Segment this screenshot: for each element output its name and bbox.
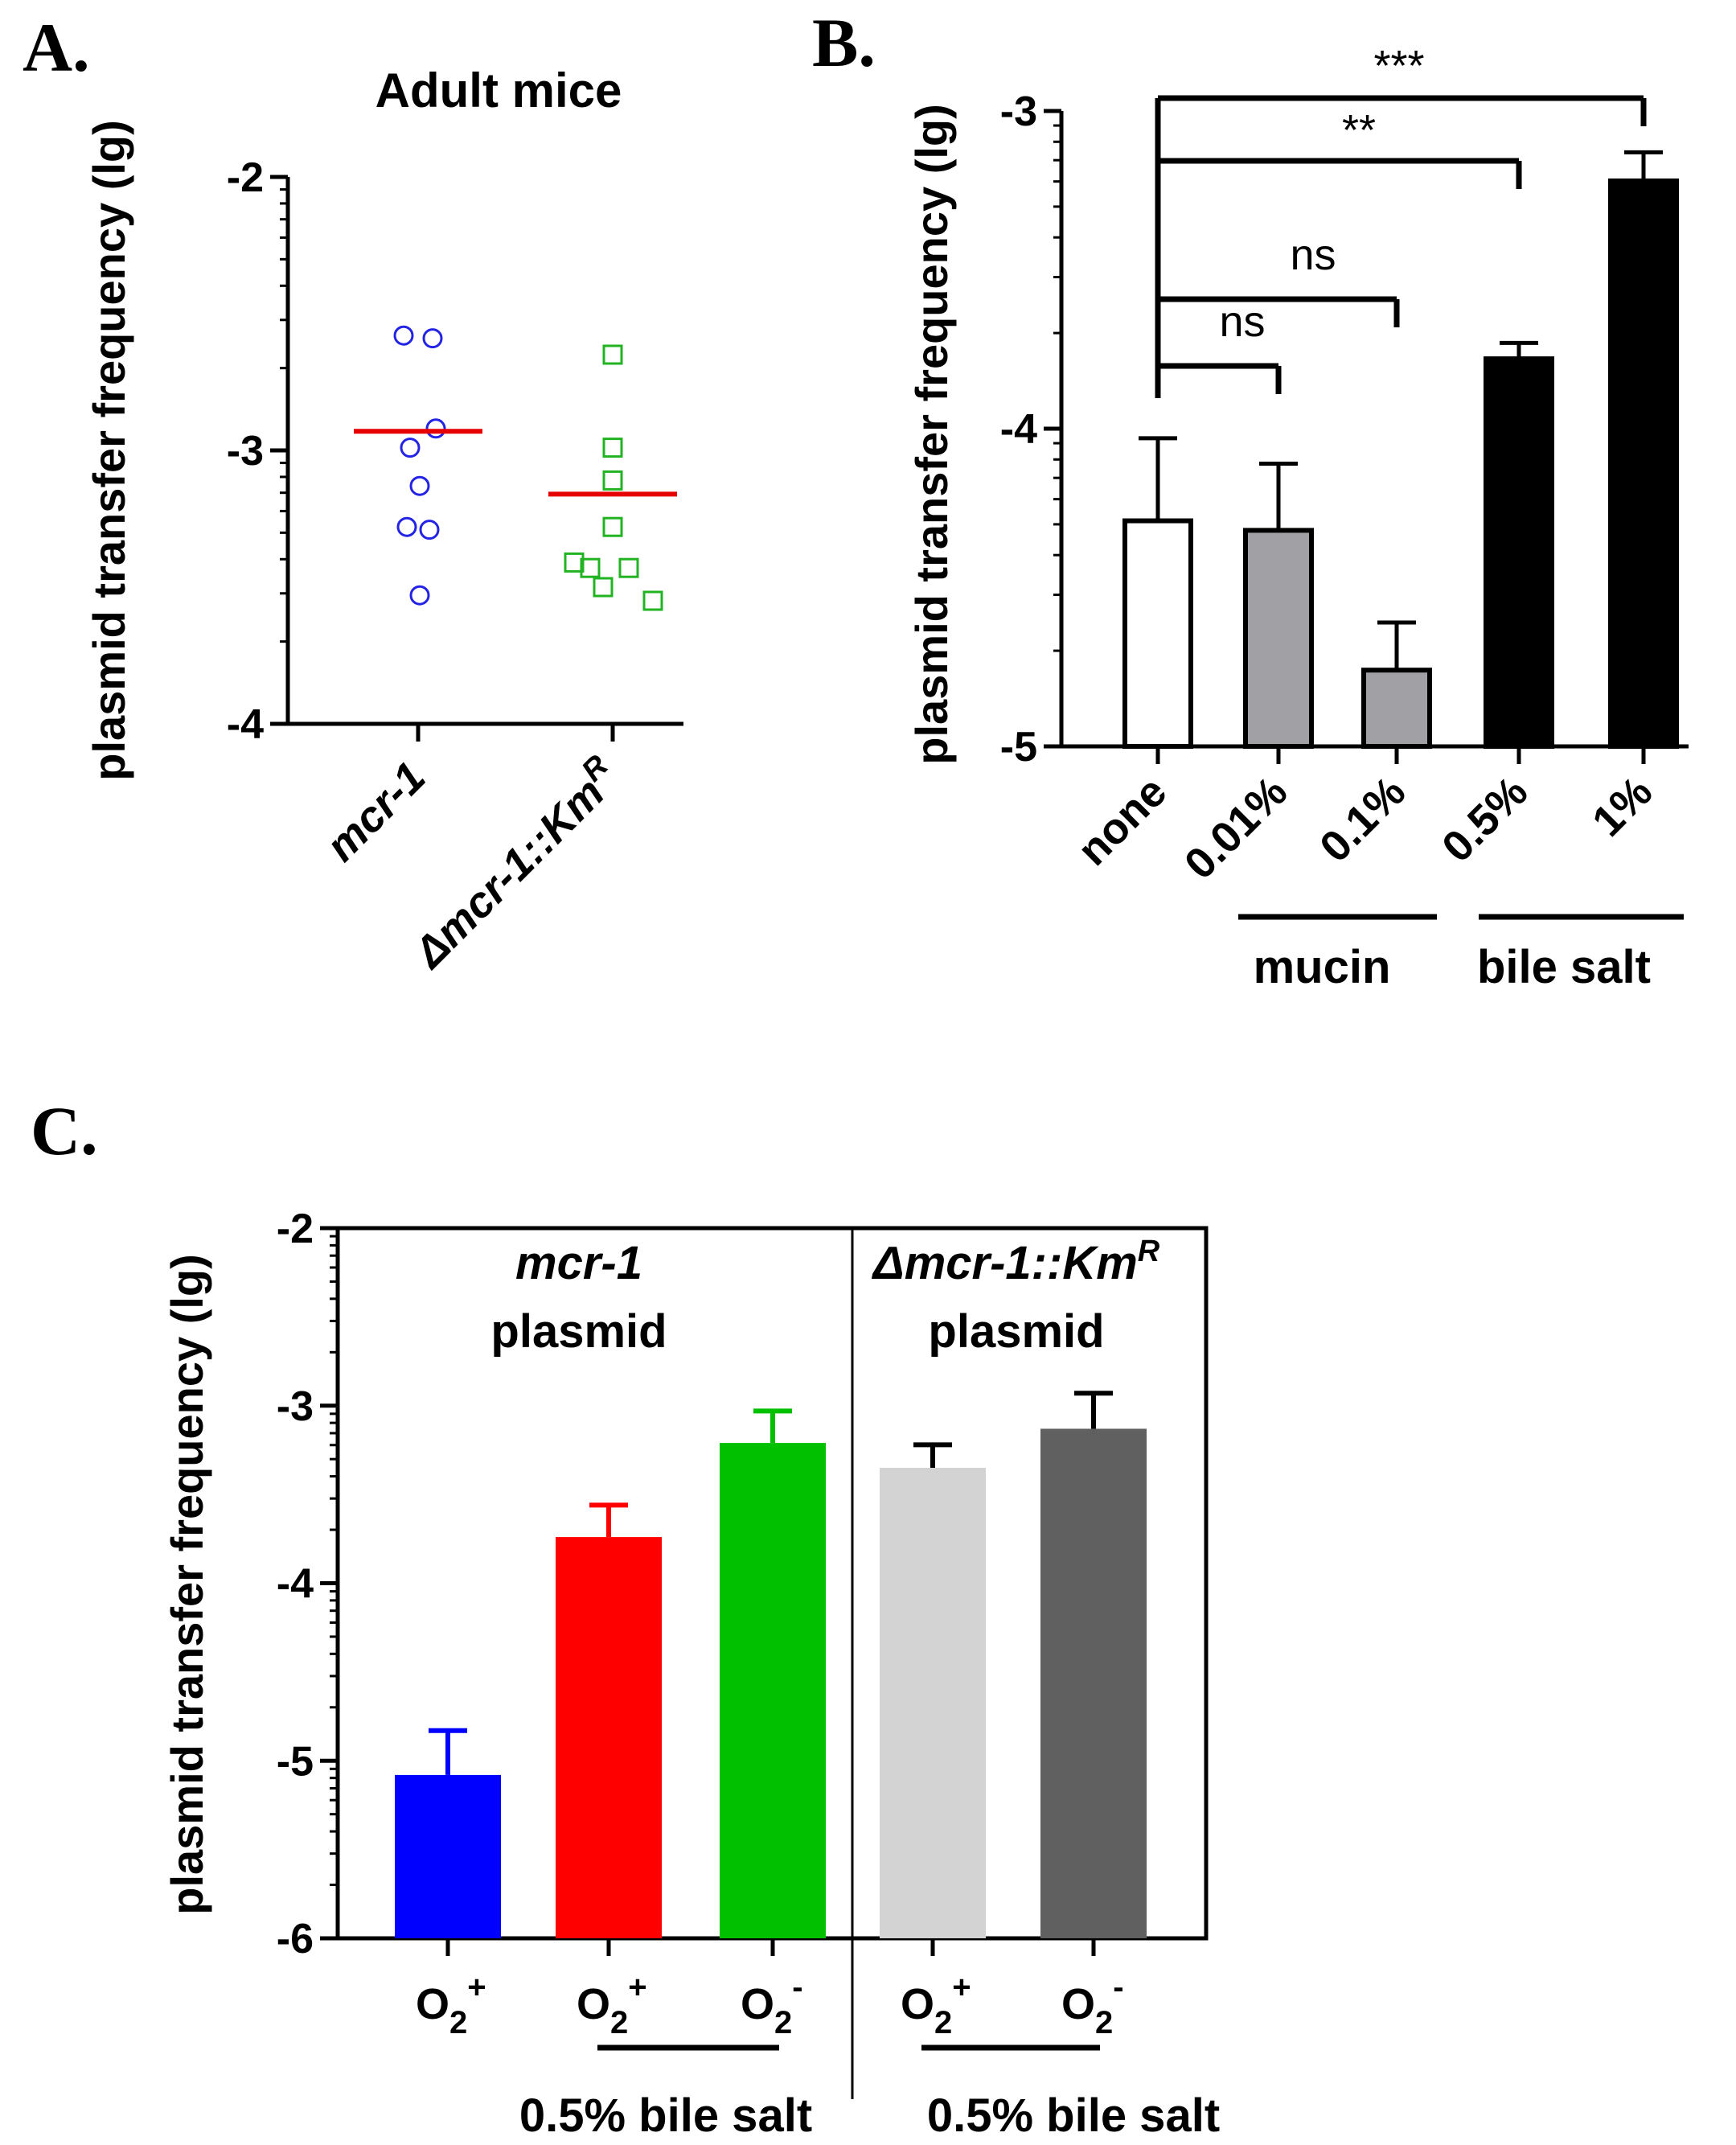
panel-c-category-sub: 2 — [934, 2005, 952, 2040]
panel-c-category-base: O — [416, 1980, 449, 2028]
panel-c-category-base: O — [901, 1980, 934, 2028]
panel-c-group-label-1: 0.5% bile salt — [519, 2090, 812, 2142]
panel-c-category-sup: - — [1113, 1970, 1123, 2005]
panel-b-category-label: 0.01% — [1176, 767, 1297, 889]
panel-c-category-label: O2+ — [901, 1970, 971, 2040]
panel-c-section-1-title: mcr-1 — [515, 1237, 642, 1289]
panel-b-category-label: 0.1% — [1311, 767, 1414, 871]
panel-c-category-sup: + — [628, 1970, 646, 2005]
panel-c-chart: -2-3-4-5-6O2+ O2+ O2- O2+ O2- — [277, 1206, 1209, 2099]
panel-c-bar — [395, 1774, 501, 1938]
panel-a-category-label: Δmcr-1::KmR — [400, 749, 630, 978]
panel-b-bar — [1608, 178, 1679, 749]
panel-b-category-label: 0.5% — [1433, 767, 1537, 871]
panel-c-category-sup: - — [792, 1970, 802, 2005]
panel-b-category-label: 1% — [1583, 767, 1662, 846]
panel-a-point-mcr-1 — [422, 328, 443, 349]
panel-c-category-sub: 2 — [610, 2005, 628, 2040]
panel-c-category-sup: + — [952, 1970, 971, 2005]
panel-a-point-delta-mcr-1 — [580, 557, 601, 578]
panel-c-bar — [1040, 1428, 1147, 1938]
panel-c-bar — [880, 1468, 986, 1938]
panel-a-label: A. — [23, 9, 90, 86]
panel-a-point-mcr-1 — [409, 585, 430, 606]
panel-b-bar — [1243, 528, 1314, 750]
panel-c-y-axis-title: plasmid transfer frequency (lg) — [162, 1254, 212, 1915]
panel-b-group-label-mucin: mucin — [1254, 941, 1391, 993]
panel-b-bar — [1484, 356, 1554, 749]
panel-a-point-delta-mcr-1 — [593, 577, 614, 598]
panel-c-category-label: O2- — [1061, 1970, 1124, 2040]
panel-b-y-axis-title: plasmid transfer frequency (lg) — [906, 104, 957, 765]
panel-a-point-delta-mcr-1 — [564, 552, 585, 573]
panel-b-tick-label: -3 — [1000, 88, 1037, 135]
panel-a-y-axis-title: plasmid transfer frequency (lg) — [84, 120, 134, 781]
panel-a-title: Adult mice — [376, 64, 622, 117]
panel-b-significance-label: ** — [1342, 106, 1376, 154]
panel-a-category-label-text: Δmcr-1::Km — [404, 768, 614, 977]
panel-c-tick-label: -6 — [277, 1916, 314, 1962]
panel-b-category-label: none — [1069, 767, 1176, 875]
panel-c-section-2-title: Δmcr-1::KmR — [872, 1235, 1160, 1289]
panel-c-category-base: O — [741, 1980, 774, 2028]
panel-c-category-label: O2- — [741, 1970, 803, 2040]
panel-b-label: B. — [812, 4, 876, 81]
panel-a-point-delta-mcr-1 — [618, 557, 639, 578]
panel-c-tick-label: -4 — [277, 1561, 314, 1608]
panel-b-bar — [1122, 518, 1193, 749]
panel-a-point-mcr-1 — [409, 475, 430, 496]
panel-c-label: C. — [31, 1092, 98, 1169]
panel-a-point-mcr-1 — [400, 438, 421, 458]
panel-a-point-delta-mcr-1 — [602, 516, 623, 537]
panel-c-category-sub: 2 — [1095, 2005, 1113, 2040]
panel-b-significance-label: ns — [1290, 231, 1336, 279]
panel-a-tick-label: -3 — [227, 428, 264, 475]
panel-a-point-mcr-1 — [393, 325, 414, 346]
panel-a-tick-label: -2 — [227, 154, 264, 201]
panel-c-category-label: O2+ — [577, 1970, 647, 2040]
panel-b-significance-label: ns — [1219, 298, 1265, 346]
panel-c-tick-label: -2 — [277, 1206, 314, 1252]
panel-a-point-delta-mcr-1 — [602, 344, 623, 365]
panel-a-point-delta-mcr-1 — [602, 438, 623, 458]
panel-a-point-mcr-1 — [425, 418, 446, 439]
panel-b-tick-label: -5 — [1000, 724, 1037, 770]
panel-a-point-mcr-1 — [396, 516, 417, 537]
panel-c-category-sup: + — [467, 1970, 486, 2005]
panel-c-bar — [556, 1537, 662, 1938]
panel-c-category-sub: 2 — [449, 2005, 467, 2040]
panel-a-point-delta-mcr-1 — [602, 470, 623, 491]
panel-b-significance-label: *** — [1373, 42, 1424, 90]
panel-c-category-base: O — [577, 1980, 610, 2028]
panel-c-category-label: O2+ — [416, 1970, 486, 2040]
panel-c-section-2-subtitle: plasmid — [928, 1305, 1104, 1358]
panel-b-bar — [1361, 668, 1432, 750]
panel-c-tick-label: -5 — [277, 1738, 314, 1785]
panel-c-category-sub: 2 — [774, 2005, 792, 2040]
panel-b-tick-label: -4 — [1000, 406, 1037, 453]
panel-c-category-base: O — [1061, 1980, 1095, 2028]
panel-b-group-label-bile-salt: bile salt — [1477, 941, 1651, 993]
panel-c-bar — [720, 1443, 826, 1938]
panel-a-tick-label: -4 — [227, 701, 264, 748]
panel-a-category-label: mcr-1 — [317, 753, 434, 870]
panel-a-point-delta-mcr-1 — [642, 590, 663, 611]
panel-c-group-label-2: 0.5% bile salt — [927, 2090, 1220, 2142]
panel-c-section-1-subtitle: plasmid — [490, 1305, 667, 1358]
panel-a-point-mcr-1 — [419, 520, 440, 540]
panel-c-tick-label: -3 — [277, 1383, 314, 1430]
